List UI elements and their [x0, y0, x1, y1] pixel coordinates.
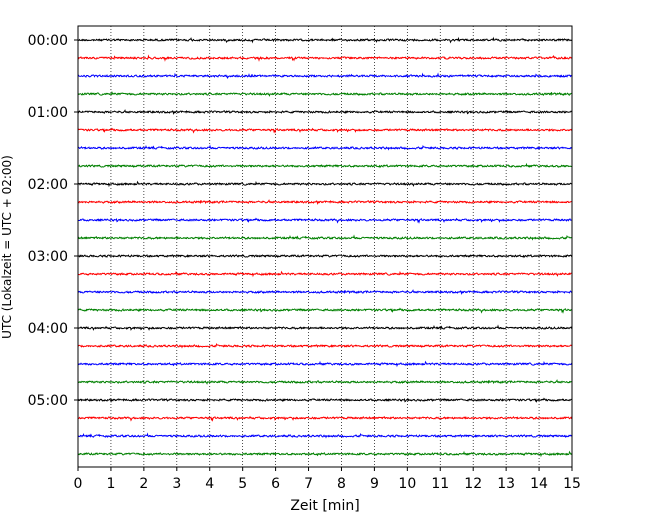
x-tick-label: 10	[398, 476, 416, 492]
trace-line	[77, 307, 573, 314]
trace-line	[77, 234, 573, 241]
trace-line	[77, 254, 573, 259]
trace-line	[77, 432, 573, 439]
y-tick-label: 04:00	[28, 321, 68, 337]
x-tick-label: 1	[106, 476, 115, 492]
x-tick-label: 8	[337, 476, 346, 492]
x-tick-label: 3	[172, 476, 181, 492]
trace-line	[77, 162, 573, 169]
x-tick-label: 13	[497, 476, 515, 492]
x-axis-ticks: 0 1 2 3 4 5 6 7 8 9 10 11 12 13 14 15	[74, 467, 581, 492]
x-tick-label: 15	[563, 476, 581, 492]
trace-line	[77, 54, 573, 62]
x-tick-label: 5	[238, 476, 247, 492]
trace-line	[77, 415, 573, 422]
trace-line	[77, 72, 573, 80]
trace-line	[77, 360, 573, 368]
trace-line	[77, 217, 573, 224]
y-axis-label: UTC (Lokalzeit = UTC + 02:00)	[0, 155, 14, 339]
x-tick-label: 4	[205, 476, 214, 492]
y-tick-label: 05:00	[28, 393, 68, 409]
trace-line	[77, 343, 573, 349]
x-tick-label: 0	[74, 476, 83, 492]
x-tick-label: 9	[370, 476, 379, 492]
trace-line	[77, 144, 573, 151]
trace-line	[77, 450, 573, 458]
trace-line	[77, 397, 573, 404]
seismic-traces	[77, 36, 573, 458]
trace-line	[77, 324, 573, 331]
trace-line	[77, 379, 573, 385]
trace-line	[77, 180, 573, 188]
plot-frame	[77, 25, 573, 468]
x-tick-label: 14	[530, 476, 548, 492]
x-tick-label: 6	[271, 476, 280, 492]
trace-line	[77, 36, 573, 44]
y-tick-label: 03:00	[28, 249, 68, 265]
y-axis-ticks: 00:00 01:00 02:00 03:00 04:00 05:00	[28, 33, 78, 409]
trace-line	[77, 199, 573, 206]
x-tick-label: 7	[304, 476, 313, 492]
plot-background	[78, 26, 572, 467]
trace-line	[77, 90, 573, 97]
x-tick-label: 2	[139, 476, 148, 492]
trace-line	[77, 270, 573, 278]
trace-line	[77, 289, 573, 296]
trace-line	[77, 127, 573, 134]
x-axis-label: Zeit [min]	[290, 498, 359, 514]
trace-line	[77, 109, 573, 116]
x-tick-label: 11	[431, 476, 449, 492]
y-tick-label: 00:00	[28, 33, 68, 49]
y-tick-label: 02:00	[28, 177, 68, 193]
y-tick-label: 01:00	[28, 105, 68, 121]
x-tick-label: 12	[464, 476, 482, 492]
